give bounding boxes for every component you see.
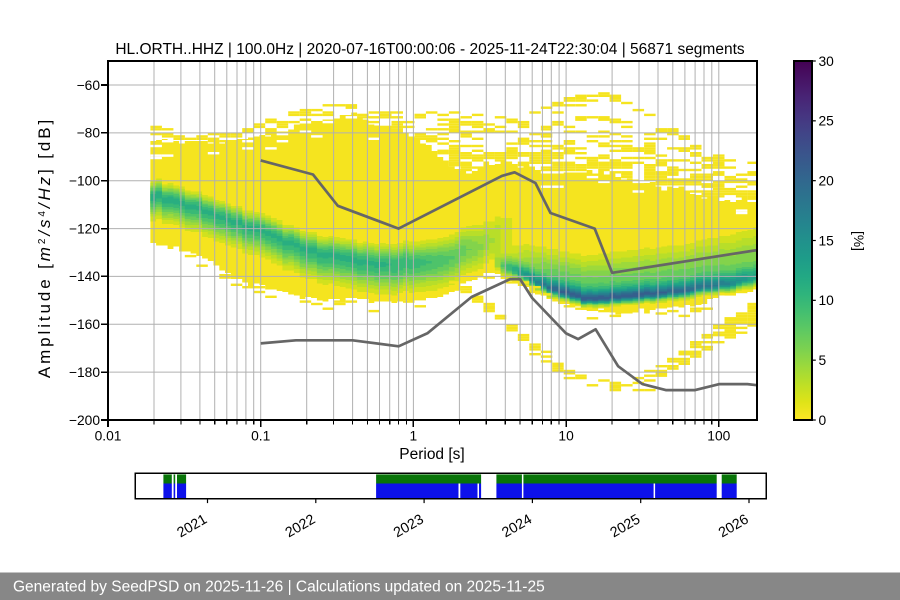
svg-text:Amplitude [m2/s4/Hz] [dB]: Amplitude [m2/s4/Hz] [dB]: [35, 117, 54, 378]
svg-text:−100: −100: [69, 174, 100, 189]
svg-text:0.1: 0.1: [251, 429, 270, 444]
svg-text:−140: −140: [69, 269, 100, 284]
svg-text:−80: −80: [77, 126, 101, 141]
svg-text:−120: −120: [69, 221, 100, 236]
svg-text:100: 100: [707, 429, 730, 444]
svg-text:30: 30: [819, 54, 835, 69]
svg-text:0: 0: [819, 413, 827, 428]
svg-text:−180: −180: [69, 365, 100, 380]
svg-text:0.01: 0.01: [95, 429, 122, 444]
svg-text:10: 10: [819, 293, 835, 308]
svg-text:15: 15: [819, 233, 835, 248]
svg-text:−60: −60: [77, 78, 101, 93]
svg-text:Period [s]: Period [s]: [399, 446, 464, 463]
svg-text:[%]: [%]: [851, 231, 866, 251]
svg-text:1: 1: [410, 429, 418, 444]
svg-text:−160: −160: [69, 317, 100, 332]
svg-text:5: 5: [819, 353, 827, 368]
svg-text:HL.ORTH..HHZ | 100.0Hz | 2020-: HL.ORTH..HHZ | 100.0Hz | 2020-07-16T00:0…: [115, 41, 745, 58]
svg-text:Generated by SeedPSD on 2025-1: Generated by SeedPSD on 2025-11-26 | Cal…: [13, 579, 545, 596]
svg-text:25: 25: [819, 114, 835, 129]
svg-text:−200: −200: [69, 413, 100, 428]
svg-text:20: 20: [819, 173, 835, 188]
svg-text:10: 10: [558, 429, 574, 444]
